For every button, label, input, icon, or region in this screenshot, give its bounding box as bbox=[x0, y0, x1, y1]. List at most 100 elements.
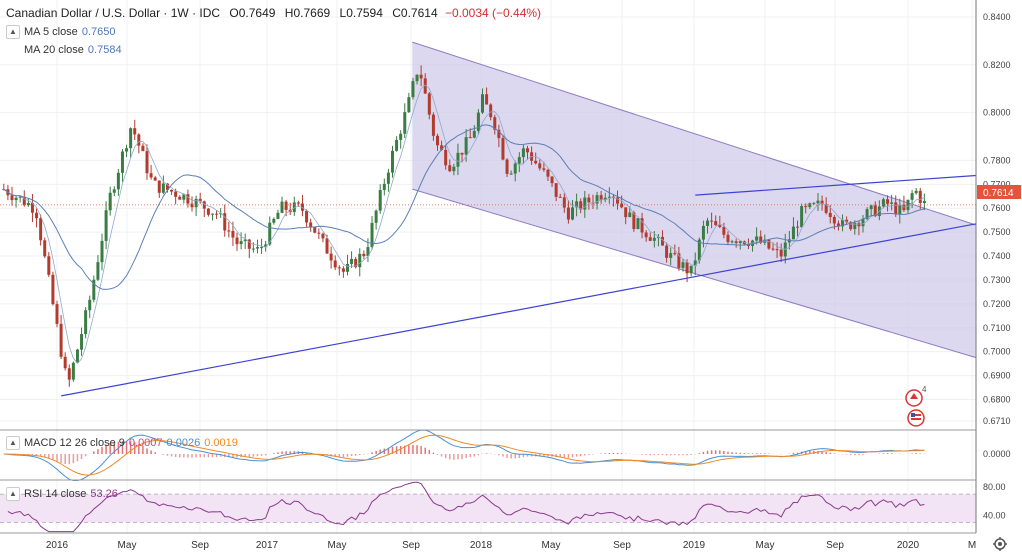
candle-body bbox=[579, 201, 583, 210]
candle-body bbox=[538, 163, 542, 169]
candle-body bbox=[325, 238, 329, 254]
ma5-line[interactable] bbox=[3, 84, 925, 365]
candle-body bbox=[35, 212, 39, 219]
macd-signal-line[interactable] bbox=[3, 434, 925, 476]
candle-body bbox=[562, 197, 566, 208]
candle-body bbox=[730, 241, 734, 243]
candle-body bbox=[317, 232, 321, 234]
candle-body bbox=[47, 256, 51, 275]
candle-body bbox=[550, 176, 554, 184]
candle-body bbox=[644, 232, 648, 238]
chevron-down-icon[interactable]: ▲ bbox=[6, 436, 20, 450]
y-tick-label: 0.7400 bbox=[983, 251, 1011, 261]
candle-body bbox=[345, 263, 349, 272]
y-tick-label: 0.7100 bbox=[983, 323, 1011, 333]
candle-body bbox=[235, 237, 239, 245]
candle-body bbox=[816, 200, 820, 204]
x-tick-label: Sep bbox=[402, 540, 420, 551]
x-tick-label: Sep bbox=[613, 540, 631, 551]
rsi-axis-top: 80.00 bbox=[983, 482, 1006, 492]
ma5-indicator[interactable]: ▲ MA 5 close 0.7650 bbox=[6, 25, 115, 39]
y-tick-label: 0.8000 bbox=[983, 108, 1011, 118]
candle-body bbox=[542, 168, 546, 170]
candle-body bbox=[546, 169, 550, 177]
y-tick-label: 0.7300 bbox=[983, 275, 1011, 285]
candle-body bbox=[296, 202, 300, 204]
settings-gear-icon[interactable] bbox=[993, 537, 1007, 551]
ma20-line[interactable] bbox=[3, 124, 925, 290]
x-tick-label: Sep bbox=[191, 540, 209, 551]
macd-legend[interactable]: ▲ MACD 12 26 close 9 0.0007 0.0026 0.001… bbox=[6, 436, 238, 450]
candle-body bbox=[67, 368, 71, 380]
candle-body bbox=[493, 117, 497, 130]
candle-body bbox=[648, 237, 652, 241]
candle-body bbox=[697, 239, 701, 261]
candle-body bbox=[215, 213, 219, 215]
x-tick-label: 2019 bbox=[683, 540, 706, 551]
candle-body bbox=[129, 128, 133, 149]
candle-body bbox=[382, 183, 386, 191]
candle-body bbox=[149, 173, 153, 178]
channel-lower-line[interactable] bbox=[412, 188, 977, 359]
price-tag-label: 0.7614 bbox=[983, 188, 1014, 199]
candle-body bbox=[481, 94, 484, 113]
candle-body bbox=[231, 230, 235, 238]
candle-body bbox=[824, 204, 828, 213]
channel-upper-line[interactable] bbox=[412, 41, 977, 226]
candle-body bbox=[39, 218, 43, 241]
candle-body bbox=[366, 247, 370, 257]
candle-body bbox=[587, 197, 591, 203]
candle-body bbox=[341, 268, 345, 272]
candle-body bbox=[918, 190, 922, 204]
macd-signal-value: 0.0019 bbox=[204, 437, 238, 449]
x-tick-label: May bbox=[118, 540, 137, 551]
candle-body bbox=[701, 225, 705, 240]
candle-body bbox=[239, 241, 243, 245]
candle-body bbox=[607, 196, 611, 198]
open-value: O0.7649 bbox=[229, 6, 276, 20]
x-tick-label: 2017 bbox=[256, 540, 279, 551]
candle-body bbox=[910, 193, 914, 200]
candle-body bbox=[665, 245, 669, 258]
candle-body bbox=[832, 216, 836, 224]
macd-hist-value: 0.0007 bbox=[128, 437, 163, 449]
x-tick-label: May bbox=[756, 540, 775, 551]
symbol-title: Canadian Dollar / U.S. Dollar · 1W · IDC bbox=[6, 6, 221, 20]
chevron-down-icon[interactable]: ▲ bbox=[6, 25, 20, 39]
candle-body bbox=[305, 210, 309, 223]
candle-body bbox=[71, 362, 75, 380]
y-tick-label: 0.8200 bbox=[983, 60, 1011, 70]
x-tick-label: Sep bbox=[826, 540, 844, 551]
candle-body bbox=[255, 247, 259, 249]
candle-body bbox=[881, 199, 885, 207]
candle-body bbox=[145, 151, 149, 174]
rsi-line[interactable] bbox=[7, 481, 925, 533]
trend-line-support[interactable] bbox=[61, 223, 977, 397]
rsi-band bbox=[0, 494, 976, 523]
candle-body bbox=[509, 173, 513, 175]
candle-body bbox=[599, 195, 603, 201]
candle-body bbox=[448, 165, 452, 172]
candle-body bbox=[260, 247, 264, 249]
trend-line-resistance[interactable] bbox=[695, 174, 977, 196]
candle-body bbox=[153, 177, 157, 181]
candle-body bbox=[886, 199, 890, 204]
candle-body bbox=[411, 81, 415, 98]
chevron-down-icon[interactable]: ▲ bbox=[6, 487, 20, 501]
rsi-legend[interactable]: ▲ RSI 14 close 53.26 bbox=[6, 487, 118, 501]
change-value: −0.0034 (−0.44%) bbox=[444, 6, 542, 20]
candle-body bbox=[820, 200, 824, 205]
ma20-indicator[interactable]: MA 20 close 0.7584 bbox=[24, 44, 122, 56]
candle-body bbox=[734, 241, 738, 244]
candle-body bbox=[460, 152, 464, 155]
candle-body bbox=[100, 240, 104, 263]
candle-body bbox=[620, 203, 624, 208]
low-value: L0.7594 bbox=[339, 6, 383, 20]
candle-body bbox=[292, 202, 296, 213]
candle-body bbox=[309, 222, 313, 227]
y-tick-label: 0.7600 bbox=[983, 203, 1011, 213]
candle-body bbox=[501, 138, 505, 160]
candle-body bbox=[219, 213, 223, 215]
candle-body bbox=[350, 258, 354, 264]
